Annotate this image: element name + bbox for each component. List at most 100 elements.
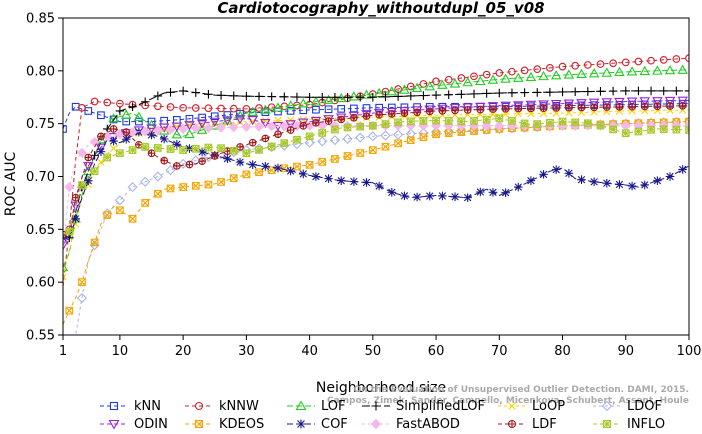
data-point [78, 181, 86, 189]
data-point [609, 59, 617, 68]
data-point [608, 86, 618, 96]
legend-entry-kdeos: KDEOS [185, 417, 264, 432]
data-point [260, 104, 271, 114]
data-point [576, 68, 587, 78]
data-point [179, 103, 187, 112]
data-point [437, 104, 448, 114]
data-point [513, 72, 524, 82]
data-point [135, 140, 143, 149]
data-point [362, 112, 371, 120]
data-point [343, 123, 352, 132]
legend-entry-knn: kNN [100, 399, 161, 414]
data-point [285, 120, 296, 130]
data-point [588, 68, 600, 78]
data-point [438, 191, 447, 201]
data-point [399, 84, 410, 94]
data-point [476, 105, 485, 114]
data-point [190, 123, 201, 134]
data-point [116, 206, 124, 215]
data-point [361, 110, 372, 120]
y-tick-label: 0.60 [26, 276, 55, 291]
data-point [609, 125, 617, 134]
data-point [97, 111, 105, 120]
data-point [337, 105, 346, 113]
data-point [133, 111, 145, 121]
data-point [147, 149, 156, 158]
legend-marker [601, 400, 613, 412]
data-point [165, 124, 176, 135]
data-point [469, 89, 479, 99]
data-point [386, 86, 398, 96]
y-axis-label: ROC AUC [3, 151, 19, 216]
data-point [615, 103, 624, 111]
data-point [335, 92, 347, 103]
data-point [234, 115, 246, 125]
data-point [83, 162, 94, 172]
data-point [489, 105, 497, 113]
legend-entry-fastabod: FastABOD [362, 417, 460, 432]
legend-marker [602, 419, 612, 429]
data-point [217, 178, 225, 186]
data-point [437, 79, 448, 89]
data-point [158, 123, 170, 133]
data-point [78, 278, 86, 287]
data-point [538, 100, 549, 110]
data-point [672, 125, 681, 134]
data-point [426, 111, 434, 120]
data-point [399, 107, 410, 117]
data-point [255, 146, 263, 154]
legend-label: SimplifiedLOF [396, 399, 485, 414]
data-point [583, 61, 592, 69]
data-point [571, 61, 580, 70]
series-line-ldof [74, 121, 689, 335]
data-point [457, 89, 466, 99]
data-point [179, 183, 187, 191]
data-point [400, 109, 409, 117]
data-point [476, 187, 485, 197]
data-point [634, 127, 643, 136]
data-point [444, 75, 453, 84]
data-point [234, 110, 246, 120]
data-point [337, 115, 346, 124]
data-point [513, 182, 523, 192]
data-point [481, 120, 492, 131]
data-point [229, 91, 239, 101]
x-tick-label: 1 [59, 344, 67, 359]
data-point [348, 91, 360, 101]
data-point [198, 113, 206, 122]
data-point [323, 115, 334, 125]
data-point [659, 125, 668, 134]
data-point [488, 188, 498, 197]
data-point [166, 145, 175, 153]
data-point [184, 121, 195, 131]
data-point [310, 96, 322, 106]
data-point [539, 104, 548, 112]
data-point [626, 97, 638, 107]
data-point [507, 88, 517, 98]
data-point [204, 104, 213, 113]
data-point [191, 104, 200, 112]
data-point [311, 172, 321, 181]
data-point [406, 82, 415, 91]
data-point [153, 91, 163, 101]
data-point [368, 146, 377, 154]
legend-marker [109, 401, 119, 411]
data-point [141, 143, 150, 151]
series-simplifiedlof [63, 86, 689, 243]
data-point [235, 157, 245, 167]
data-point [463, 106, 472, 114]
data-point [576, 99, 587, 109]
data-point [159, 134, 169, 144]
data-point [299, 121, 308, 130]
data-point [216, 149, 227, 160]
data-point [286, 126, 295, 134]
data-point [652, 97, 663, 107]
data-point [331, 125, 339, 134]
watermark-line-1: On the Evaluation of Unsupervised Outlie… [354, 385, 689, 395]
data-point [160, 156, 169, 165]
data-point [135, 117, 143, 126]
data-point [272, 102, 284, 112]
data-point [634, 86, 643, 96]
data-point [495, 88, 504, 98]
data-point [108, 133, 119, 143]
